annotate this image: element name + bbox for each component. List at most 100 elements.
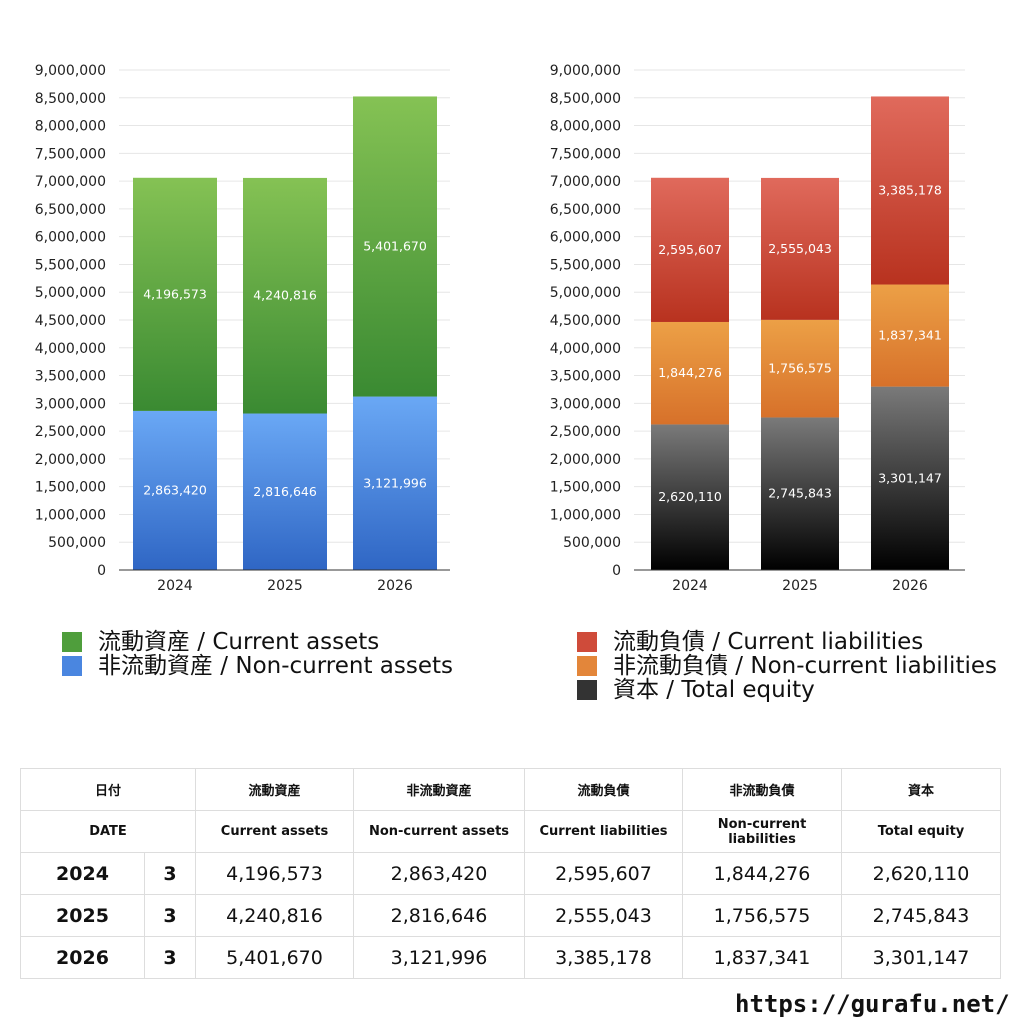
bar-value-label: 2,863,420: [143, 482, 207, 497]
y-tick-label: 5,000,000: [550, 285, 621, 301]
bar-value-label: 1,756,575: [768, 361, 832, 376]
bar-segment: [353, 96, 437, 397]
table-header-cell: 日付: [19, 768, 197, 811]
x-tick-label: 2024: [157, 578, 193, 594]
y-tick-label: 7,500,000: [550, 146, 621, 162]
y-tick-label: 8,500,000: [35, 91, 106, 107]
legend-item: 流動資産 / Current assets: [62, 630, 453, 654]
y-tick-label: 7,500,000: [35, 146, 106, 162]
liabilities-legend: 流動負債 / Current liabilities 非流動負債 / Non-cu…: [577, 630, 997, 702]
y-tick-label: 4,000,000: [550, 341, 621, 357]
bar-value-label: 2,620,110: [658, 489, 722, 504]
y-tick-label: 8,000,000: [550, 119, 621, 135]
bar-segment: [243, 177, 327, 414]
table-value-cell: 5,401,670: [195, 936, 355, 979]
y-tick-label: 6,000,000: [550, 230, 621, 246]
table-count-cell: 3: [143, 894, 197, 937]
bar-value-label: 3,121,996: [363, 475, 427, 490]
bar-segment: [761, 177, 839, 320]
y-tick-label: 6,000,000: [35, 230, 106, 246]
table-header-cell: DATE: [19, 810, 197, 853]
bar-value-label: 4,240,816: [253, 288, 317, 303]
table-row: 2024 3 4,196,573 2,863,420 2,595,607 1,844,27…: [20, 852, 1002, 895]
legend-swatch: [62, 632, 82, 652]
bar-segment: [761, 417, 839, 570]
y-tick-label: 2,000,000: [35, 452, 106, 468]
table-value-cell: 4,196,573: [195, 852, 355, 895]
charts-canvas: 0 500,000 1,000,000 1,500,000 2,000,000 2,500…: [35, 63, 965, 594]
table-header-cell: Total equity: [841, 810, 1002, 853]
table-year-cell: 2026: [20, 936, 145, 979]
bar-segment: [243, 413, 327, 570]
y-tick-label: 4,000,000: [35, 341, 106, 357]
table-value-cell: 3,385,178: [524, 936, 684, 979]
y-tick-label: 2,000,000: [550, 452, 621, 468]
table-count-cell: 3: [143, 936, 197, 979]
assets-legend: 流動資産 / Current assets 非流動資産 / Non-current…: [62, 630, 453, 678]
bar-segment: [651, 321, 729, 425]
bar-segment: [871, 284, 949, 387]
bar-segment: [761, 319, 839, 418]
bar-value-label: 2,555,043: [768, 241, 832, 256]
y-tick-label: 500,000: [563, 535, 621, 551]
y-tick-label: 0: [97, 563, 106, 579]
table-header-cell: Current liabilities: [524, 810, 684, 853]
y-tick-label: 4,500,000: [550, 313, 621, 329]
table-year-cell: 2024: [20, 852, 145, 895]
bar-segment: [651, 177, 729, 322]
x-tick-label: 2025: [782, 578, 818, 594]
x-tick-label: 2024: [672, 578, 708, 594]
table-count-cell: 3: [143, 852, 197, 895]
y-tick-label: 4,500,000: [35, 313, 106, 329]
bar-value-label: 4,196,573: [143, 286, 207, 301]
y-tick-label: 1,000,000: [35, 507, 106, 523]
y-tick-label: 1,500,000: [550, 480, 621, 496]
table-value-cell: 2,816,646: [353, 894, 526, 937]
table-header-en-row: DATE Current assets Non-current assets Curr…: [19, 810, 1002, 853]
table-value-cell: 1,756,575: [682, 894, 843, 937]
y-tick-label: 5,500,000: [550, 257, 621, 273]
table-header-jp-row: 日付 流動資産 非流動資産 流動負債 非流動負債 資本: [19, 768, 1002, 811]
table-value-cell: 3,301,147: [841, 936, 1002, 979]
table-year-cell: 2025: [20, 894, 145, 937]
bar-value-label: 3,385,178: [878, 182, 942, 197]
table-header-cell: Non-current assets: [353, 810, 526, 853]
bar-value-label: 1,844,276: [658, 365, 722, 380]
table-header-cell: 資本: [841, 768, 1002, 811]
table-value-cell: 2,863,420: [353, 852, 526, 895]
legend-label: 流動資産 / Current assets: [98, 629, 380, 655]
y-tick-label: 5,000,000: [35, 285, 106, 301]
y-tick-label: 6,500,000: [550, 202, 621, 218]
table-row: 2025 3 4,240,816 2,816,646 2,555,043 1,756,57…: [20, 894, 1002, 937]
table-value-cell: 2,745,843: [841, 894, 1002, 937]
legend-item: 非流動資産 / Non-current assets: [62, 654, 453, 678]
bar-value-label: 2,745,843: [768, 486, 832, 501]
legend-swatch: [577, 680, 597, 700]
y-tick-label: 8,500,000: [550, 91, 621, 107]
table-value-cell: 1,844,276: [682, 852, 843, 895]
legend-label: 流動負債 / Current liabilities: [613, 629, 924, 655]
y-tick-label: 2,500,000: [550, 424, 621, 440]
table-row: 2026 3 5,401,670 3,121,996 3,385,178 1,837,34…: [20, 936, 1002, 979]
table-value-cell: 3,121,996: [353, 936, 526, 979]
y-tick-label: 7,000,000: [35, 174, 106, 190]
table-value-cell: 2,595,607: [524, 852, 684, 895]
bar-value-label: 1,837,341: [878, 328, 942, 343]
data-table-wrapper: 日付 流動資産 非流動資産 流動負債 非流動負債 資本 DATE Current assets…: [19, 768, 1002, 979]
legend-label: 資本 / Total equity: [613, 677, 815, 703]
site-url[interactable]: https://gurafu.net/: [735, 990, 1010, 1018]
bar-value-label: 2,595,607: [658, 242, 722, 257]
table-header-cell: 流動資産: [195, 768, 355, 811]
y-tick-label: 7,000,000: [550, 174, 621, 190]
table-header-cell: 非流動負債: [682, 768, 843, 811]
bar-segment: [133, 177, 217, 411]
assets-chart: 0 500,000 1,000,000 1,500,000 2,000,000 2,500…: [35, 63, 450, 594]
bar-value-label: 3,301,147: [878, 470, 942, 485]
y-tick-label: 500,000: [48, 535, 106, 551]
y-tick-label: 1,000,000: [550, 507, 621, 523]
legend-swatch: [62, 656, 82, 676]
y-tick-label: 6,500,000: [35, 202, 106, 218]
legend-item: 資本 / Total equity: [577, 678, 997, 702]
y-tick-label: 2,500,000: [35, 424, 106, 440]
table-value-cell: 2,620,110: [841, 852, 1002, 895]
